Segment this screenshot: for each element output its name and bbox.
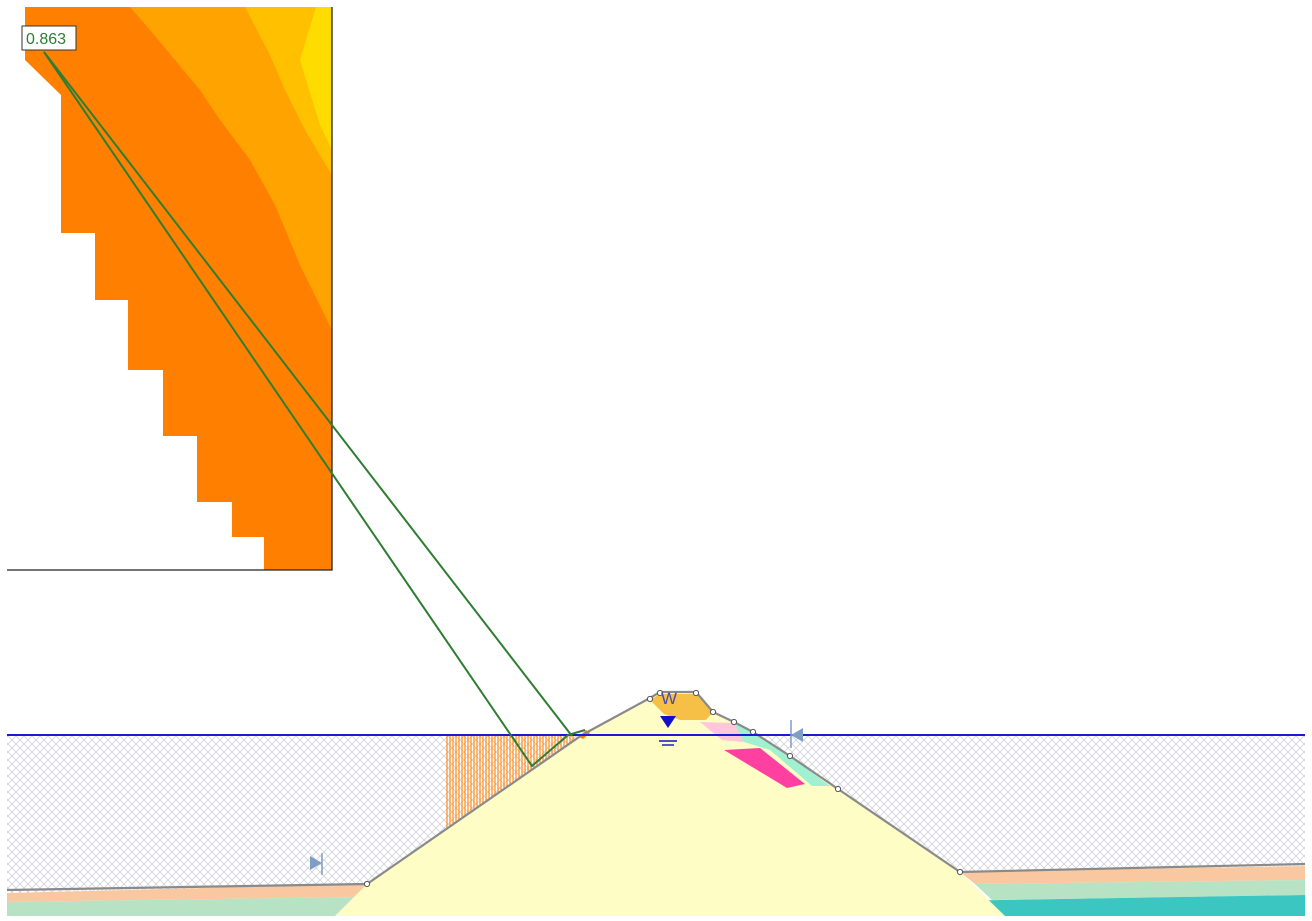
limit-flag-right-icon[interactable] — [310, 853, 323, 875]
foundation-layer-peach-left — [7, 884, 367, 902]
vertex[interactable] — [834, 785, 842, 793]
foundation-layer-mint-left — [7, 897, 360, 916]
dam-body — [335, 692, 1005, 916]
vertex[interactable] — [749, 728, 757, 736]
water-region-right — [758, 735, 1305, 872]
vertex[interactable] — [646, 695, 654, 703]
limit-flag-left-icon[interactable] — [790, 720, 803, 748]
foundation-layer-mint-right — [975, 880, 1305, 900]
fos-value: 0.863 — [26, 31, 66, 48]
inset-border — [7, 7, 333, 571]
contour-band-4 — [300, 7, 332, 150]
vertex[interactable] — [692, 689, 700, 697]
vertex[interactable] — [656, 689, 664, 697]
inverted-triangle-icon — [659, 716, 677, 746]
vertex[interactable] — [786, 752, 794, 760]
slip-surface — [43, 51, 586, 768]
vertex[interactable] — [956, 868, 964, 876]
vertex[interactable] — [709, 708, 717, 716]
filter-zone-aqua — [734, 723, 830, 786]
contour-band-2 — [130, 7, 332, 330]
water-region-left — [7, 735, 582, 893]
slip-surface-outer — [43, 51, 586, 768]
vertex[interactable] — [730, 718, 738, 726]
slip-surface-inner — [43, 51, 573, 737]
factor-of-safety-label[interactable]: 0.863 — [21, 25, 77, 51]
inset-contour-panel — [7, 7, 333, 571]
slip-slices — [446, 736, 574, 829]
drain-zone-pink — [724, 748, 805, 788]
surface-vertices — [363, 689, 964, 888]
water-label: W — [661, 689, 677, 708]
vertex[interactable] — [363, 880, 371, 888]
crest-zone — [650, 694, 713, 720]
